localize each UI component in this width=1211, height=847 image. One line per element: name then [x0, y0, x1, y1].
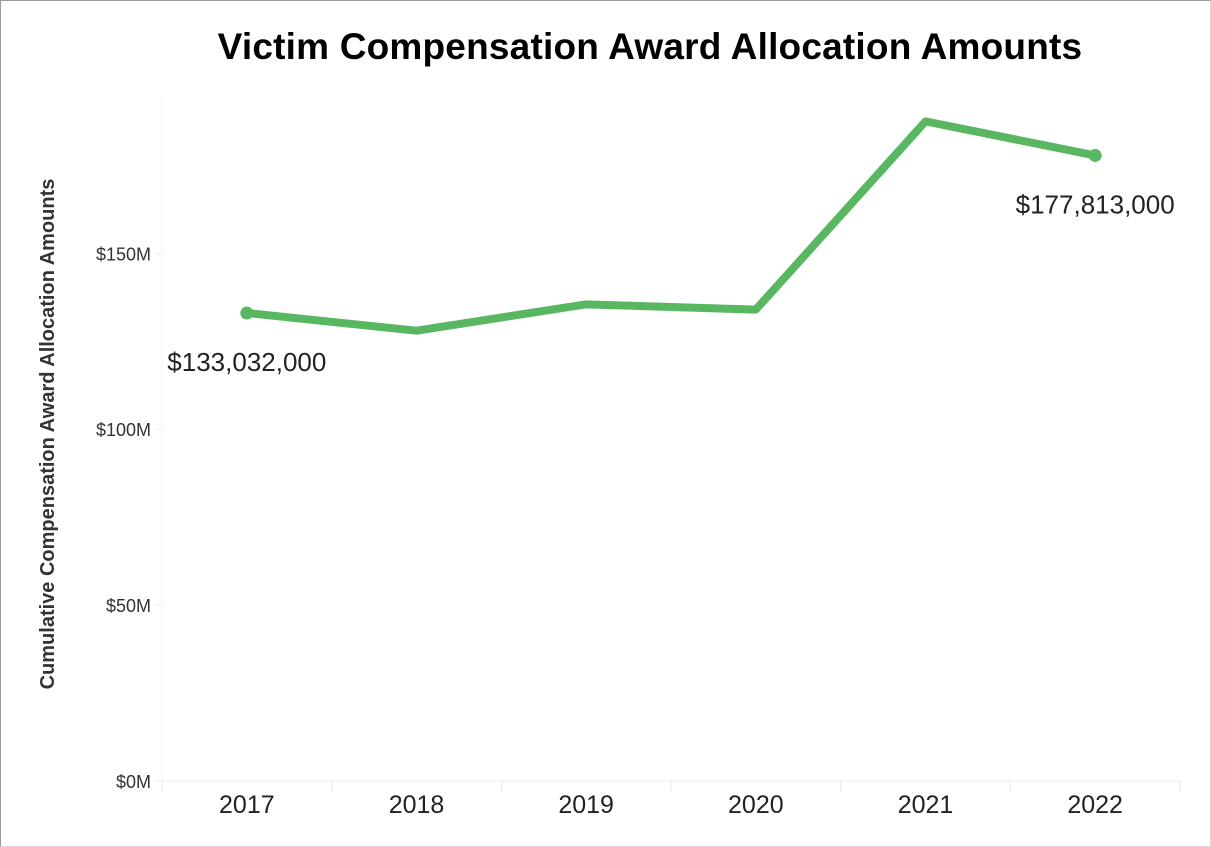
y-axis-ticks: $0M $50M $100M $150M [96, 244, 162, 792]
y-axis-title: Cumulative Compensation Award Allocation… [37, 179, 59, 690]
endpoint-marker [1088, 148, 1102, 162]
x-tick-label: 2018 [389, 791, 445, 819]
x-tick-label: 2020 [728, 791, 784, 819]
y-tick-label: $0M [116, 772, 151, 792]
endpoint-marker [240, 306, 254, 320]
chart-title: Victim Compensation Award Allocation Amo… [217, 26, 1083, 67]
x-tick-label: 2019 [558, 791, 614, 819]
x-tick-marks [161, 781, 1181, 791]
y-tick-label: $150M [96, 244, 151, 264]
x-tick-label: 2017 [219, 791, 275, 819]
series-line [242, 117, 1100, 335]
x-axis-ticks: 2017 2018 2019 2020 2021 2022 [219, 791, 1123, 819]
data-label: $133,032,000 [167, 347, 326, 377]
x-tick-label: 2022 [1067, 791, 1123, 819]
x-tick-label: 2021 [898, 791, 954, 819]
data-label: $177,813,000 [1016, 189, 1175, 219]
y-tick-label: $100M [96, 420, 151, 440]
y-tick-label: $50M [106, 596, 151, 616]
data-labels: $133,032,000 $177,813,000 [167, 189, 1174, 377]
series-layer [240, 117, 1102, 335]
